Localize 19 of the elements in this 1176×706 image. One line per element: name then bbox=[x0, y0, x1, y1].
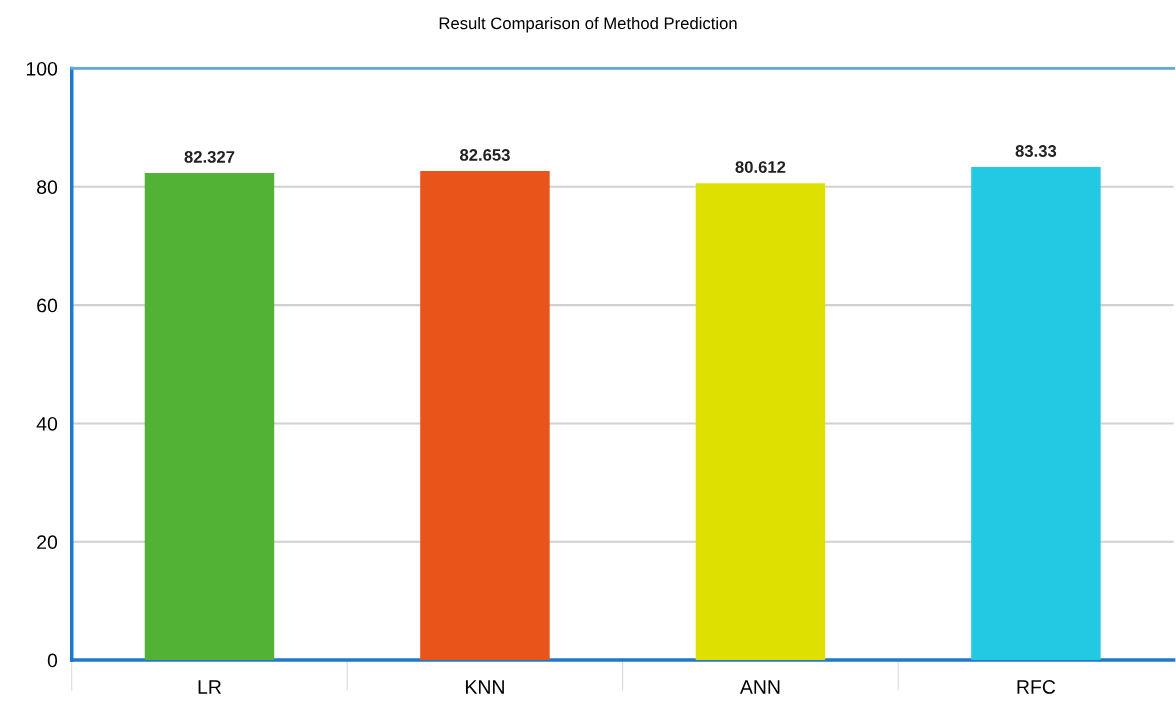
chart-title: Result Comparison of Method Prediction bbox=[439, 16, 737, 33]
y-tick-label: 40 bbox=[36, 416, 58, 431]
data-label: 82.327 bbox=[184, 151, 235, 163]
bar bbox=[420, 171, 550, 661]
bar bbox=[144, 173, 275, 661]
data-label: 82.653 bbox=[460, 149, 510, 161]
x-tick-label: KNN bbox=[466, 680, 504, 694]
x-tick-label: LR bbox=[198, 680, 221, 694]
y-tick-label: 100 bbox=[26, 61, 58, 76]
bar bbox=[971, 167, 1101, 661]
y-tick-label: 0 bbox=[47, 653, 58, 668]
data-label: 80.612 bbox=[735, 161, 786, 173]
y-tick-label: 80 bbox=[37, 180, 58, 195]
data-label: 83.33 bbox=[1015, 145, 1057, 157]
x-tick-label: RFC bbox=[1017, 680, 1056, 694]
y-tick-label: 20 bbox=[37, 535, 58, 550]
x-tick-label: ANN bbox=[739, 680, 780, 694]
y-tick-label: 60 bbox=[37, 298, 58, 313]
bar bbox=[695, 183, 826, 661]
